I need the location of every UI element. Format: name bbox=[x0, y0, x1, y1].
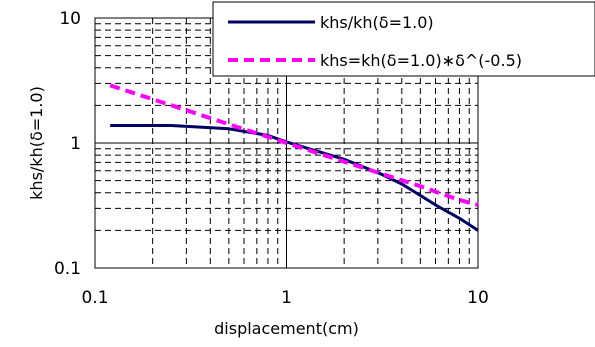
series-layer bbox=[109, 83, 479, 232]
y-axis-label: khs/kh(δ=1.0) bbox=[27, 86, 46, 200]
legend: khs/kh(δ=1.0) khs=kh(δ=1.0)∗δ^(-0.5) bbox=[212, 1, 595, 77]
legend-label-1: khs/kh(δ=1.0) bbox=[320, 13, 434, 32]
series-line-2 bbox=[109, 83, 479, 207]
x-tick-label: 0.1 bbox=[81, 288, 108, 308]
y-tick-label: 1 bbox=[70, 134, 81, 154]
series-line-1 bbox=[110, 124, 479, 232]
legend-box bbox=[212, 1, 595, 77]
y-tick-labels: 0.1 1 10 bbox=[54, 9, 81, 279]
x-tick-labels: 0.1 1 10 bbox=[81, 288, 488, 308]
y-tick-label: 0.1 bbox=[54, 259, 81, 279]
x-tick-label: 1 bbox=[281, 288, 292, 308]
y-tick-label: 10 bbox=[59, 9, 81, 29]
x-tick-label: 10 bbox=[467, 288, 489, 308]
x-axis-label: displacement(cm) bbox=[214, 319, 359, 338]
legend-label-2: khs=kh(δ=1.0)∗δ^(-0.5) bbox=[320, 51, 522, 70]
